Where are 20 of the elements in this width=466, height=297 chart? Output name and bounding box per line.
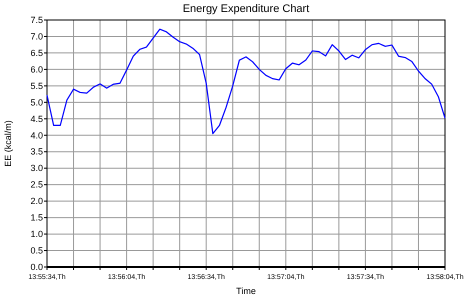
y-tick-label: 7.0 [30, 31, 43, 42]
y-tick-label: 3.0 [30, 163, 43, 174]
y-tick-label: 2.5 [30, 180, 43, 190]
x-axis-title: Time [236, 286, 256, 296]
y-tick-label: 3.5 [30, 146, 43, 157]
y-tick-label: 5.5 [30, 80, 43, 91]
chart-title: Energy Expenditure Chart [182, 3, 310, 15]
y-tick-label: 4.0 [30, 130, 43, 140]
y-tick-label: 4.5 [30, 114, 43, 124]
y-tick-label: 6.5 [30, 48, 43, 58]
y-tick-label: 6.0 [30, 64, 43, 74]
y-tick-label: 1.0 [30, 229, 43, 240]
y-tick-label: 7.5 [30, 15, 43, 25]
y-tick-label: 1.5 [30, 212, 43, 223]
y-tick-label: 0.5 [30, 246, 43, 256]
y-axis-title: EE (kcal/m) [3, 120, 13, 167]
line-series [46, 28, 446, 134]
y-tick-label: 5.0 [30, 97, 43, 108]
y-tick-label: 2.0 [30, 196, 43, 206]
y-tick-label: 0.0 [30, 262, 43, 272]
